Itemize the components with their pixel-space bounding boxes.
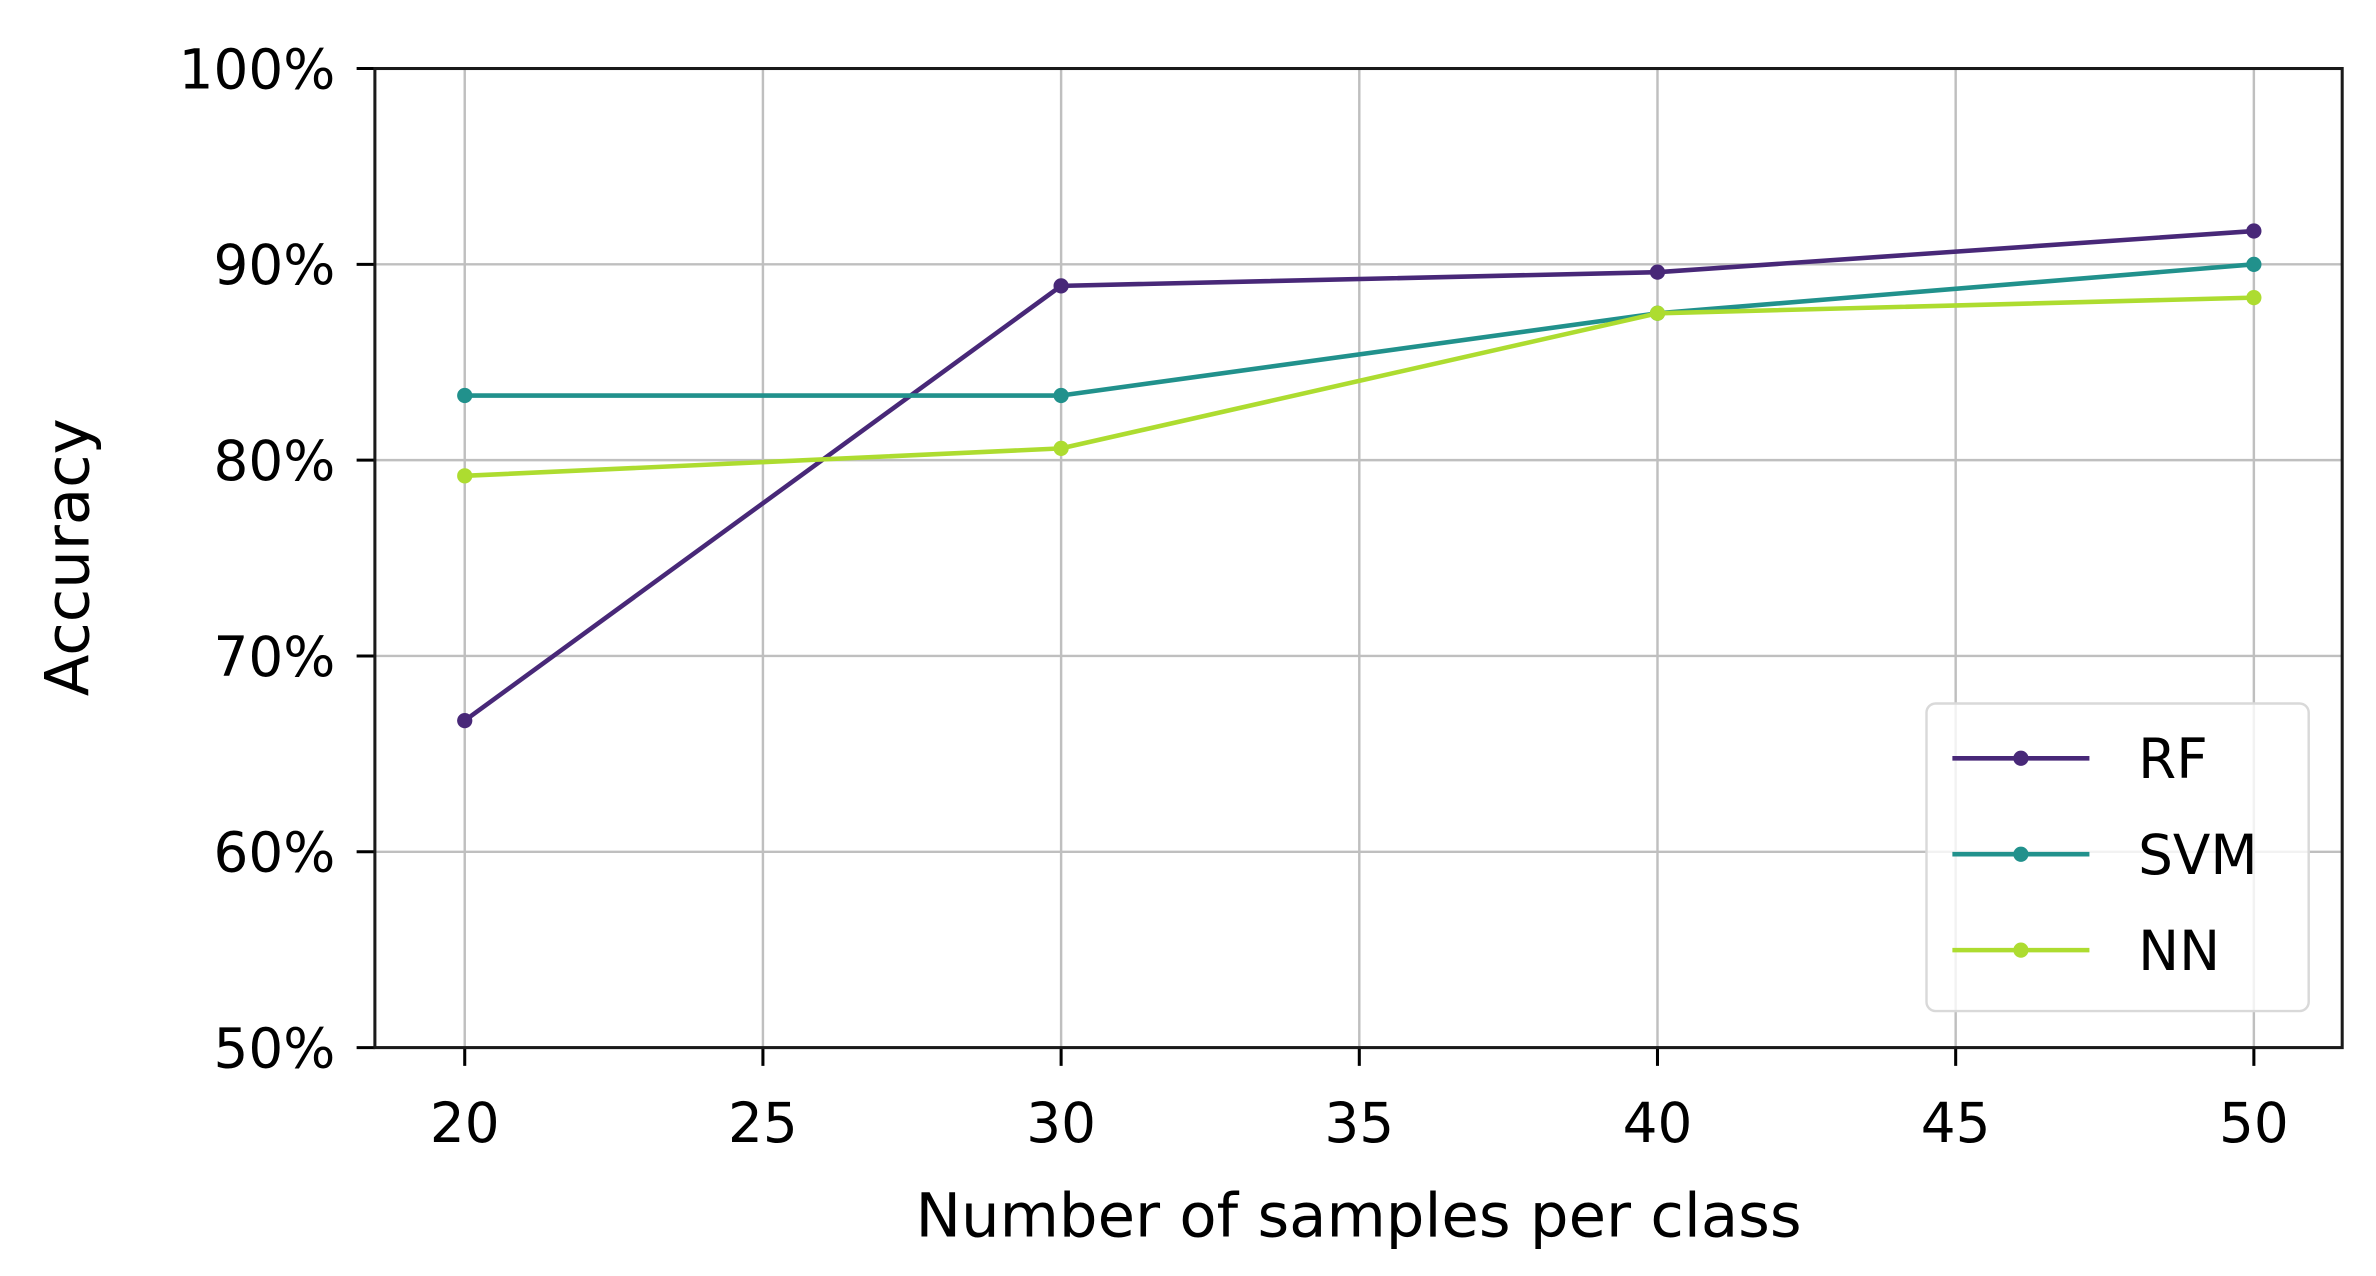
- legend-label: RF: [2138, 727, 2208, 791]
- legend: RF SVM NN: [1925, 702, 2310, 1013]
- data-point-marker: [1053, 278, 1069, 294]
- legend-label: SVM: [2138, 823, 2258, 887]
- x-tick-label: 20: [430, 1091, 500, 1155]
- y-tick-label: 90%: [214, 233, 336, 297]
- data-point-marker: [457, 468, 473, 484]
- series-nn: [457, 290, 2262, 484]
- y-tick-label: 80%: [214, 429, 336, 493]
- x-tick-label: 40: [1623, 1091, 1693, 1155]
- x-axis-ticks: 20 25 30 35 40 45 50: [430, 1047, 2289, 1155]
- series-line: [463, 228, 2255, 723]
- data-point-marker: [1649, 264, 1666, 280]
- data-point-marker: [1649, 305, 1666, 321]
- series-rf: [457, 223, 2262, 729]
- legend-item-svm: SVM: [1952, 823, 2258, 887]
- x-tick-label: 50: [2219, 1091, 2289, 1155]
- legend-marker-icon: [2013, 942, 2029, 958]
- data-point-marker: [457, 387, 473, 404]
- legend-item-rf: RF: [1952, 727, 2208, 791]
- legend-item-nn: NN: [1952, 919, 2220, 983]
- x-axis-label: Number of samples per class: [915, 1180, 1801, 1251]
- y-tick-label: 60%: [214, 821, 336, 885]
- data-point-marker: [2246, 256, 2262, 272]
- plot-frame: [373, 66, 2344, 1050]
- x-tick-label: 30: [1026, 1091, 1096, 1155]
- y-tick-label: 100%: [179, 37, 336, 101]
- data-point-marker: [1053, 387, 1069, 404]
- x-tick-label: 25: [728, 1091, 798, 1155]
- y-tick-label: 50%: [214, 1016, 336, 1080]
- legend-box: [1925, 702, 2310, 1013]
- data-point-marker: [2246, 223, 2262, 239]
- data-series: [457, 223, 2262, 729]
- legend-marker-icon: [2013, 846, 2029, 862]
- legend-label: NN: [2138, 919, 2220, 983]
- series-line: [464, 295, 2254, 479]
- legend-marker-icon: [2013, 750, 2029, 766]
- x-tick-label: 35: [1324, 1091, 1394, 1155]
- y-tick-label: 70%: [214, 625, 336, 689]
- series-line: [464, 262, 2255, 398]
- data-point-marker: [457, 712, 473, 729]
- y-axis-label: Accuracy: [33, 418, 104, 696]
- y-axis-ticks: 50% 60% 70% 80% 90% 100%: [179, 37, 375, 1080]
- x-tick-label: 45: [1921, 1091, 1991, 1155]
- data-point-marker: [2246, 290, 2262, 306]
- data-point-marker: [1053, 440, 1069, 457]
